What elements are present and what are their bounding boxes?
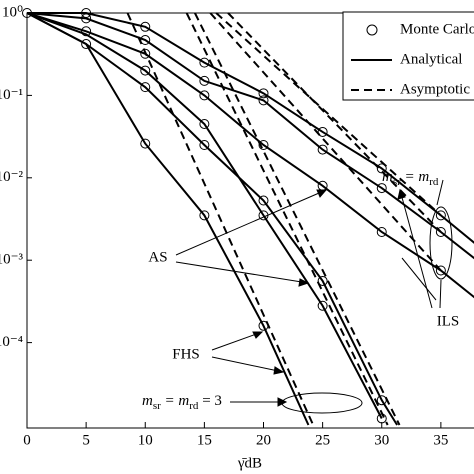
- x-tick-label: 35: [433, 432, 448, 448]
- y-tick-label: 10⁻¹: [0, 87, 23, 103]
- y-tick-label: 10⁻³: [0, 252, 23, 268]
- annotation-part: sr: [153, 400, 161, 412]
- annotation-arrows: [175, 179, 453, 414]
- annotation-part: = m: [161, 393, 190, 409]
- monte-carlo-point: [317, 275, 328, 286]
- annotation-part: m: [142, 393, 153, 409]
- legend-label: Monte Carlo: [400, 21, 474, 37]
- monte-carlo-point: [376, 183, 387, 194]
- annotation: msr = mrd: [382, 169, 439, 187]
- legend-label: Analytical: [400, 51, 462, 67]
- legend-marker: [366, 24, 378, 36]
- monte-carlo-point: [258, 140, 269, 151]
- analytical-line: [26, 12, 398, 426]
- monte-carlo-point: [317, 180, 328, 191]
- annotation: msr = mrd = 3: [142, 393, 222, 411]
- asymptotic-line: [185, 12, 389, 426]
- annotation-part: rd: [189, 400, 199, 412]
- monte-carlo-point: [317, 300, 328, 311]
- monte-carlo-point: [258, 210, 269, 221]
- x-tick-label: 25: [315, 432, 330, 448]
- monte-carlo-point: [435, 210, 446, 221]
- monte-carlo-point: [258, 88, 269, 99]
- monte-carlo-point: [376, 163, 387, 174]
- monte-carlo-point: [140, 82, 151, 93]
- monte-carlo-point: [199, 57, 210, 68]
- monte-carlo-point: [199, 75, 210, 86]
- analytical-line: [26, 12, 383, 419]
- asymptotic-line: [227, 12, 442, 233]
- x-tick-label: 0: [23, 432, 31, 448]
- asymptotic-line: [215, 12, 442, 217]
- legend-label: Asymptotic: [400, 81, 470, 97]
- monte-carlo-point: [140, 65, 151, 76]
- monte-carlo-point: [81, 39, 92, 50]
- monte-carlo-point: [199, 90, 210, 101]
- monte-carlo-point: [81, 26, 92, 37]
- y-tick-label: 10⁻⁴: [0, 334, 23, 350]
- annotation: AS: [148, 249, 167, 265]
- annotation: FHS: [172, 346, 200, 362]
- x-axis-label: γ̄dB: [237, 455, 262, 471]
- y-tick-label: 10⁰: [2, 4, 23, 20]
- monte-carlo-point: [140, 138, 151, 149]
- x-tick-label: 5: [82, 432, 90, 448]
- monte-carlo-point: [435, 226, 446, 237]
- monte-carlo-point: [317, 144, 328, 155]
- asymptotic-line: [126, 12, 315, 426]
- legend-box: [342, 11, 474, 101]
- analytical-line: [26, 12, 474, 299]
- monte-carlo-point: [199, 118, 210, 129]
- monte-carlo-point: [258, 95, 269, 106]
- analytical-line: [26, 12, 310, 426]
- x-tick-label: 15: [197, 432, 212, 448]
- monte-carlo-point: [258, 195, 269, 206]
- analytical-line: [27, 12, 474, 244]
- analytical-line: [26, 12, 474, 260]
- monte-carlo-point: [140, 21, 151, 32]
- monte-carlo-point: [435, 265, 446, 276]
- x-tick-label: 30: [374, 432, 389, 448]
- monte-carlo-point: [376, 226, 387, 237]
- asymptotic-line: [209, 12, 442, 272]
- y-tick-label: 10⁻²: [0, 169, 23, 185]
- annotation-part: = m: [401, 169, 430, 185]
- asymptotic-line: [194, 12, 401, 426]
- annotation-part: m: [382, 169, 393, 185]
- annotation: ILS: [437, 313, 460, 329]
- annotation-part: = 3: [198, 393, 221, 409]
- monte-carlo-point: [199, 140, 210, 151]
- x-tick-label: 10: [138, 432, 153, 448]
- monte-carlo-point: [199, 210, 210, 221]
- annotation-part: rd: [429, 176, 439, 188]
- x-tick-label: 20: [256, 432, 271, 448]
- monte-carlo-point: [140, 48, 151, 59]
